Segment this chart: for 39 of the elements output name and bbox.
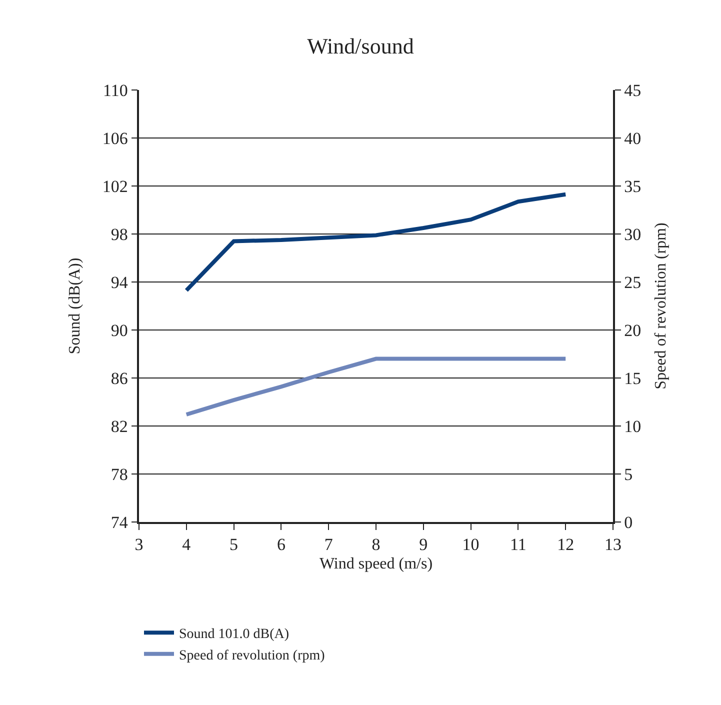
y2-tick-label: 30 [624, 224, 642, 244]
y2-tick-label: 35 [624, 176, 642, 196]
y-tick-label: 82 [110, 416, 128, 436]
y-tick-label: 110 [102, 80, 128, 100]
x-tick-label: 13 [604, 535, 622, 554]
x-tick-label: 10 [462, 535, 480, 554]
line-series [184, 192, 568, 292]
y2-axis-title: Speed of revolution (rpm) [652, 222, 670, 390]
y2-tick-label: 15 [624, 368, 642, 388]
y-tick-label: 78 [110, 464, 128, 484]
y-tick-label: 102 [102, 176, 128, 196]
legend-label: Sound 101.0 dB(A) [179, 627, 290, 642]
x-tick-label: 4 [182, 535, 192, 554]
y-tick-label: 90 [110, 320, 128, 340]
y2-tick-label: 0 [624, 512, 633, 532]
y2-tick-label: 20 [624, 320, 642, 340]
y-tick-label: 94 [110, 272, 128, 292]
x-tick-label: 3 [134, 535, 144, 554]
x-tick-label: 7 [324, 535, 334, 554]
y-tick-label: 106 [102, 128, 128, 148]
x-tick-label: 5 [230, 535, 238, 554]
y2-tick-label: 25 [624, 272, 642, 292]
y2-tick-label: 10 [624, 416, 642, 436]
y2-tick-label: 40 [624, 128, 642, 148]
y-tick-label: 86 [110, 368, 128, 388]
chart-title: Wind/sound [307, 34, 414, 59]
y-tick-label: 98 [110, 224, 128, 244]
x-tick-label: 9 [419, 535, 428, 554]
x-tick-label: 8 [372, 535, 380, 554]
x-axis-title: Wind speed (m/s) [319, 555, 433, 572]
y2-tick-label: 45 [624, 80, 642, 100]
x-tick-label: 11 [510, 535, 526, 554]
y2-tick-label: 5 [624, 464, 633, 484]
legend-label: Speed of revolution (rpm) [179, 648, 326, 664]
line-series [184, 356, 568, 416]
y-axis-title: Sound (dB(A)) [66, 258, 84, 354]
x-tick-label: 12 [557, 535, 574, 554]
x-tick-label: 6 [276, 535, 286, 554]
y-tick-label: 74 [110, 512, 128, 532]
